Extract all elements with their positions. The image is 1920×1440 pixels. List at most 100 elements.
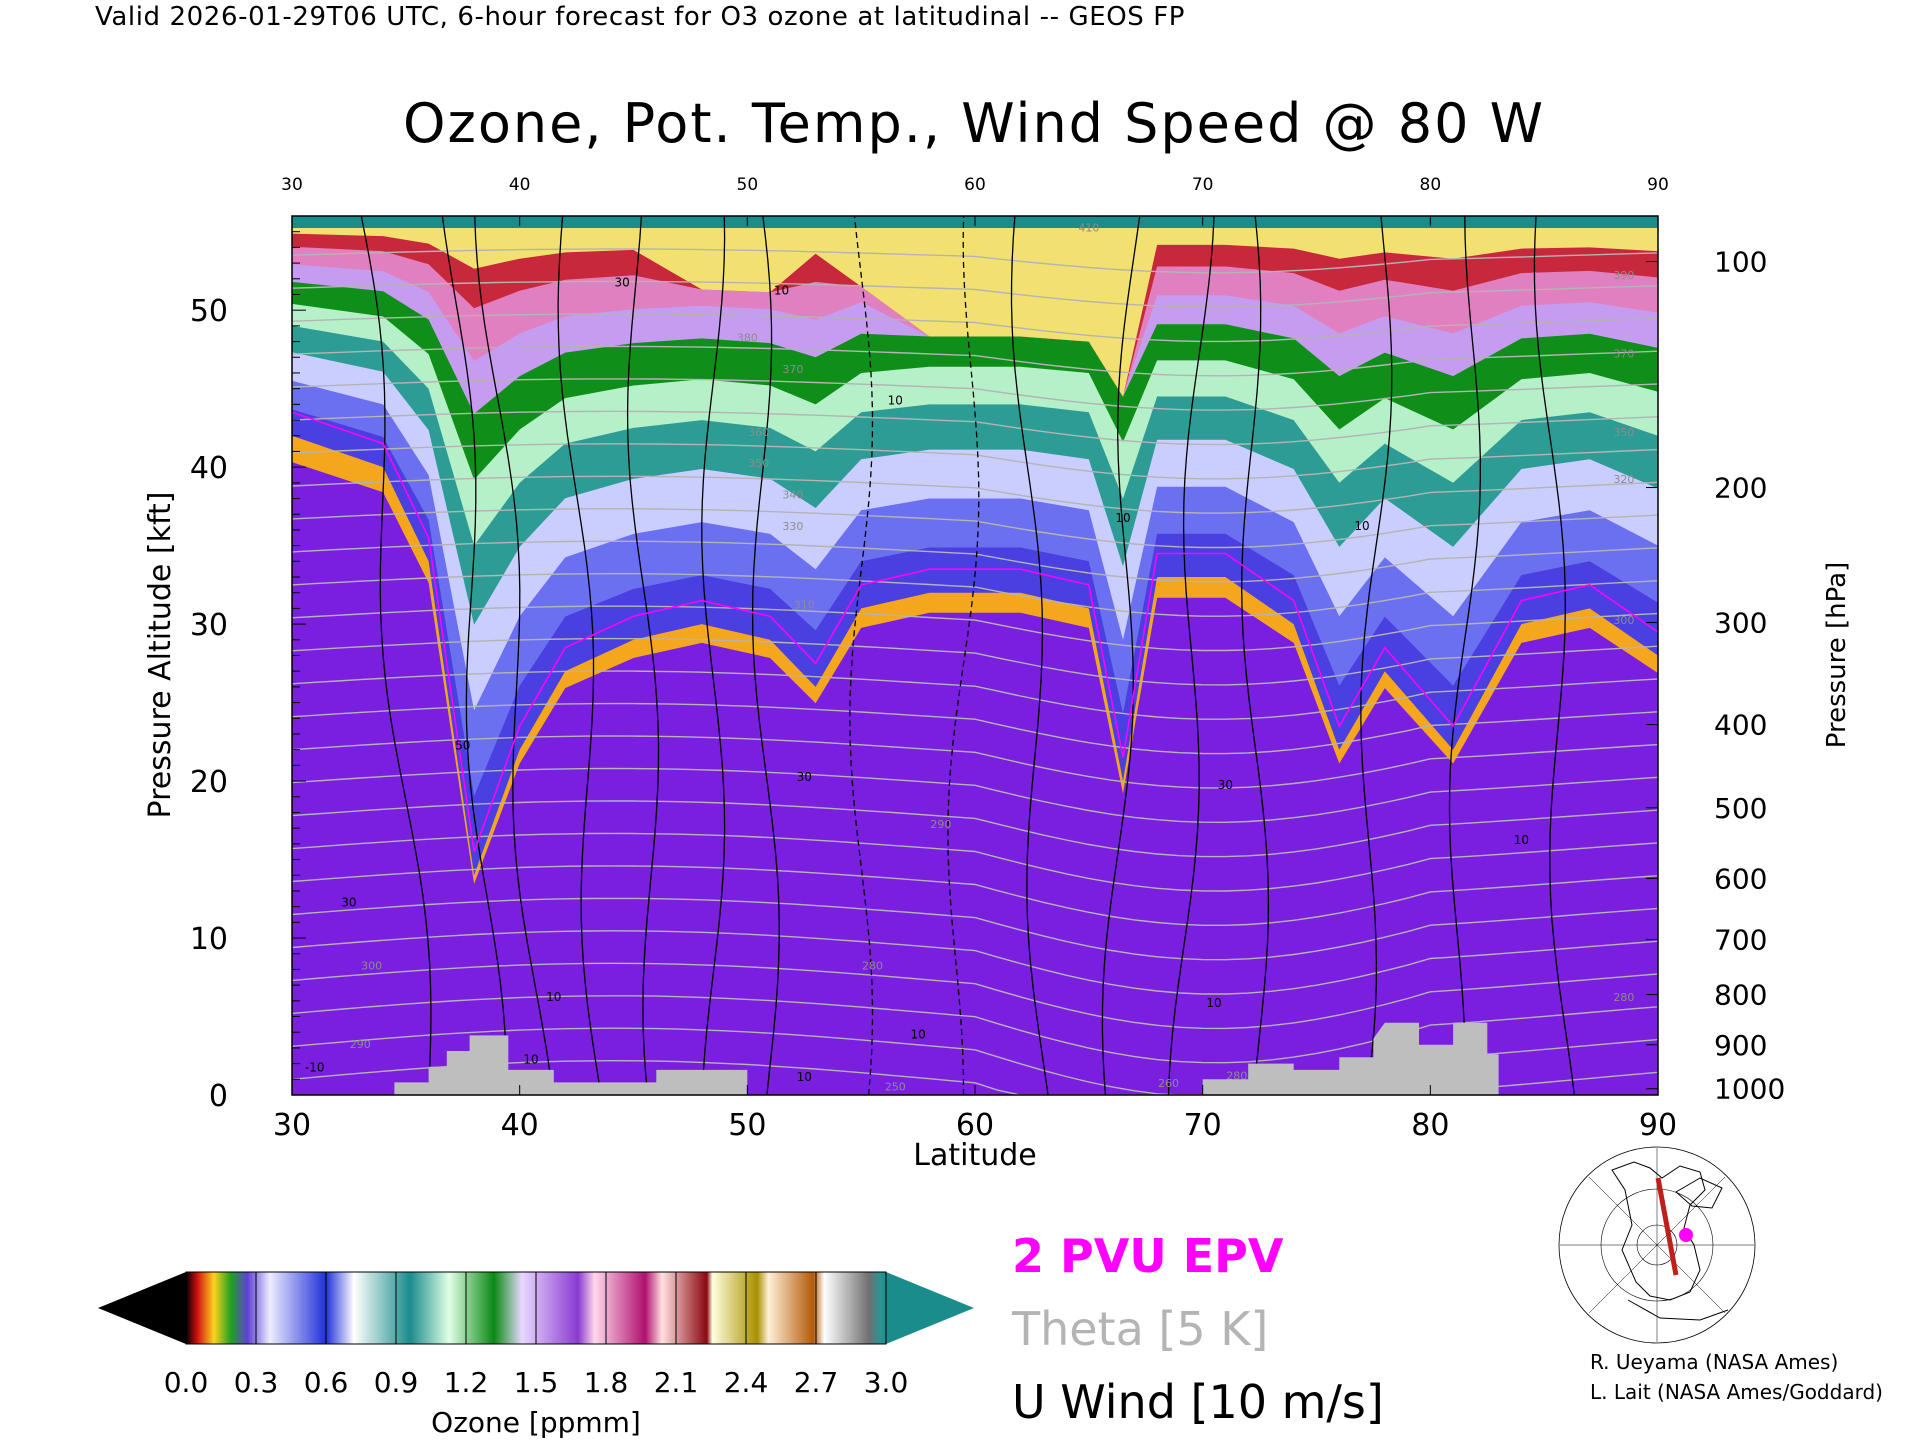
wind-contour-label: 10 <box>910 1027 925 1041</box>
colorbar: 0.0 0.3 0.6 0.9 1.2 1.5 1.8 2.1 2.4 2.7 3.0 Ozone … <box>98 1271 974 1439</box>
theta-contour-label: 300 <box>361 959 382 972</box>
wind-contour-label: 10 <box>774 283 789 297</box>
wind-contour-label: 50 <box>455 739 470 753</box>
colorbar-tick-label: 1.5 <box>514 1366 559 1399</box>
wind-line <box>474 216 554 1095</box>
colorbar-tick-label: 1.8 <box>584 1366 629 1399</box>
colorbar-tick-label: 2.1 <box>654 1366 699 1399</box>
legend-epv: 2 PVU EPV <box>1012 1229 1284 1283</box>
axes: 3030404050506060707080809090010203040501… <box>190 175 1785 1143</box>
y-axis-label-right: Pressure [hPa] <box>1822 562 1852 749</box>
x-tick-label: 40 <box>501 1108 539 1143</box>
theta-contour-label: 350 <box>1613 426 1634 439</box>
x-tick-label: 70 <box>1184 1108 1222 1143</box>
colorbar-tick-label: 2.7 <box>794 1366 839 1399</box>
theta-line <box>292 507 1658 549</box>
wind-line <box>1448 216 1481 1095</box>
wind-line <box>849 216 874 1095</box>
legend-theta: Theta [5 K] <box>1011 1302 1268 1356</box>
theta-line <box>292 865 1658 926</box>
contour-labels: 410 380 370 360 350 340 330 310 390 370 350 320 300 2… <box>305 222 1634 1094</box>
y-tick-label: 40 <box>190 451 228 486</box>
wind-contour-label: 10 <box>546 990 561 1004</box>
epv-contour <box>292 411 1658 852</box>
pressure-tick-label: 800 <box>1714 979 1767 1012</box>
wind-contour-label: 10 <box>888 393 903 407</box>
wind-line <box>1167 216 1215 1095</box>
wind-contour-label: -10 <box>305 1060 325 1074</box>
plot-area: 410 380 370 360 350 340 330 310 390 370 350 320 300 2… <box>292 216 1658 1095</box>
colorbar-over-triangle <box>886 1272 974 1344</box>
y-tick-label: 10 <box>190 922 228 957</box>
map-globe-outline <box>1558 1146 1756 1344</box>
legend: 2 PVU EPV Theta [5 K] U Wind [10 m/s] <box>1011 1229 1384 1429</box>
map-meridian <box>1588 1176 1726 1314</box>
theta-contour-label: 360 <box>748 426 769 439</box>
terrain <box>292 1022 1658 1095</box>
theta-line <box>292 767 1658 824</box>
pressure-tick-label: 100 <box>1714 246 1767 279</box>
y-axis-label-left: Pressure Altitude [kft] <box>143 492 178 819</box>
pressure-tick-label: 1000 <box>1714 1073 1785 1106</box>
x-tick-label: 90 <box>1639 1108 1677 1143</box>
colorbar-tick-label: 0.6 <box>304 1366 349 1399</box>
theta-line <box>292 280 1658 308</box>
wind-line <box>1241 216 1270 1095</box>
theta-contour-label: 300 <box>1613 614 1634 627</box>
y-tick-label: 50 <box>190 294 228 329</box>
wind-line <box>1360 216 1393 1095</box>
map-cross-section-line <box>1655 1177 1679 1276</box>
wind-line <box>947 216 980 1095</box>
theta-line <box>292 410 1658 446</box>
theta-line <box>292 670 1658 720</box>
theta-contour-label: 320 <box>1613 473 1634 486</box>
map-inset <box>1558 1146 1756 1344</box>
map-location-point <box>1679 1228 1693 1242</box>
theta-contour-label: 280 <box>1226 1069 1247 1082</box>
wind-contour-label: 10 <box>523 1053 538 1067</box>
colorbar-tick-label: 3.0 <box>864 1366 909 1399</box>
theta-contour-label: 410 <box>1078 222 1099 235</box>
wind-contour-label: 10 <box>1514 833 1529 847</box>
x-tick-label: 60 <box>956 1108 994 1143</box>
colorbar-tick-label: 2.4 <box>724 1366 769 1399</box>
theta-contour-label: 260 <box>1158 1077 1179 1090</box>
x-tick-label: 80 <box>1411 1108 1449 1143</box>
theta-contour-label: 250 <box>885 1080 906 1093</box>
theta-contour-label: 330 <box>782 520 803 533</box>
theta-contour-label: 280 <box>1613 991 1634 1004</box>
colorbar-ticks: 0.0 0.3 0.6 0.9 1.2 1.5 1.8 2.1 2.4 2.7 3.0 <box>164 1272 909 1399</box>
colorbar-tick-label: 0.0 <box>164 1366 209 1399</box>
wind-line <box>360 216 432 1095</box>
epv-line <box>292 411 1658 852</box>
pressure-tick-label: 700 <box>1714 924 1767 957</box>
theta-contour-label: 280 <box>862 959 883 972</box>
colorbar-tick-label: 1.2 <box>444 1366 489 1399</box>
theta-line <box>292 378 1658 411</box>
y-tick-label: 0 <box>209 1079 228 1114</box>
theta-line <box>292 897 1658 961</box>
x-tick-label-top: 70 <box>1192 175 1214 195</box>
colorbar-tick-label: 0.9 <box>374 1366 419 1399</box>
x-tick-label-top: 40 <box>509 175 531 195</box>
wind-line <box>557 216 602 1095</box>
map-coastline <box>1611 1161 1706 1301</box>
theta-line <box>292 800 1658 858</box>
theta-line <box>292 702 1658 755</box>
wind-line <box>701 216 726 1095</box>
pressure-tick-label: 600 <box>1714 862 1767 895</box>
y-tick-label: 30 <box>190 608 228 643</box>
theta-contour-label: 390 <box>1613 269 1634 282</box>
theta-contour-label: 290 <box>930 818 951 831</box>
theta-line <box>292 930 1658 995</box>
wind-line <box>751 216 780 1095</box>
theta-contour-label: 370 <box>782 363 803 376</box>
pressure-tick-label: 200 <box>1714 472 1767 505</box>
wind-contour-label: 30 <box>1218 778 1233 792</box>
colorbar-tick-label: 0.3 <box>234 1366 279 1399</box>
map-coastline <box>1627 1299 1729 1321</box>
wind-contour-label: 30 <box>797 770 812 784</box>
valid-time-line: Valid 2026-01-29T06 UTC, 6-hour forecast… <box>95 2 1186 32</box>
